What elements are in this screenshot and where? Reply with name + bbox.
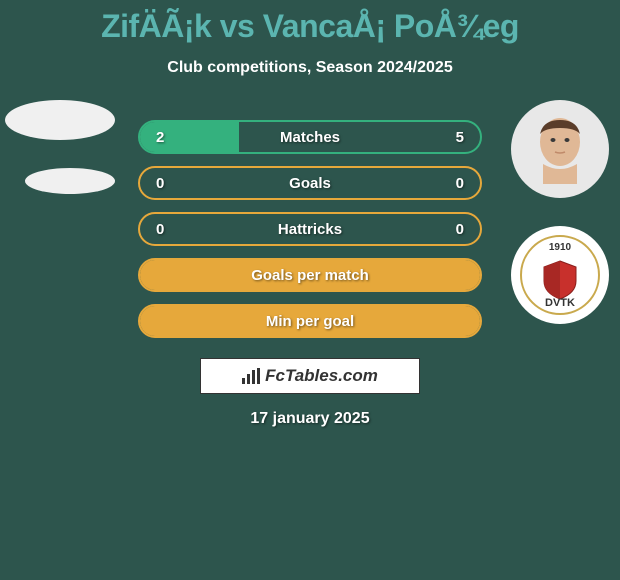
stat-label: Hattricks [140, 221, 480, 238]
player-avatar [511, 100, 609, 198]
stat-row: Goals per match [138, 258, 482, 292]
stat-label: Goals [140, 175, 480, 192]
stat-right-value: 0 [456, 175, 464, 192]
stat-label: Goals per match [140, 267, 480, 284]
date-text: 17 january 2025 [0, 410, 620, 428]
badge-acronym: DVTK [545, 297, 575, 309]
bars-icon [242, 368, 260, 384]
stat-right-value: 0 [456, 221, 464, 238]
stat-row: 0Goals0 [138, 166, 482, 200]
stat-row: Min per goal [138, 304, 482, 338]
stat-right-value: 5 [456, 129, 464, 146]
player-right-column: 1910 DVTK [500, 100, 620, 324]
player-left-column [0, 100, 120, 194]
stat-label: Min per goal [140, 313, 480, 330]
avatar-placeholder-icon [5, 100, 115, 140]
face-icon [525, 114, 595, 184]
badge-year: 1910 [549, 242, 571, 253]
page-subtitle: Club competitions, Season 2024/2025 [0, 59, 620, 77]
club-badge: 1910 DVTK [511, 226, 609, 324]
stat-label: Matches [140, 129, 480, 146]
stat-row: 2Matches5 [138, 120, 482, 154]
watermark: FcTables.com [200, 358, 420, 394]
stat-row: 0Hattricks0 [138, 212, 482, 246]
stats-list: 2Matches50Goals00Hattricks0Goals per mat… [138, 120, 482, 338]
watermark-text: FcTables.com [265, 366, 378, 386]
club-placeholder-icon [25, 168, 115, 194]
page-title: ZifÄÃ¡k vs VancaÅ¡ PoÅ¾eg [0, 8, 620, 45]
